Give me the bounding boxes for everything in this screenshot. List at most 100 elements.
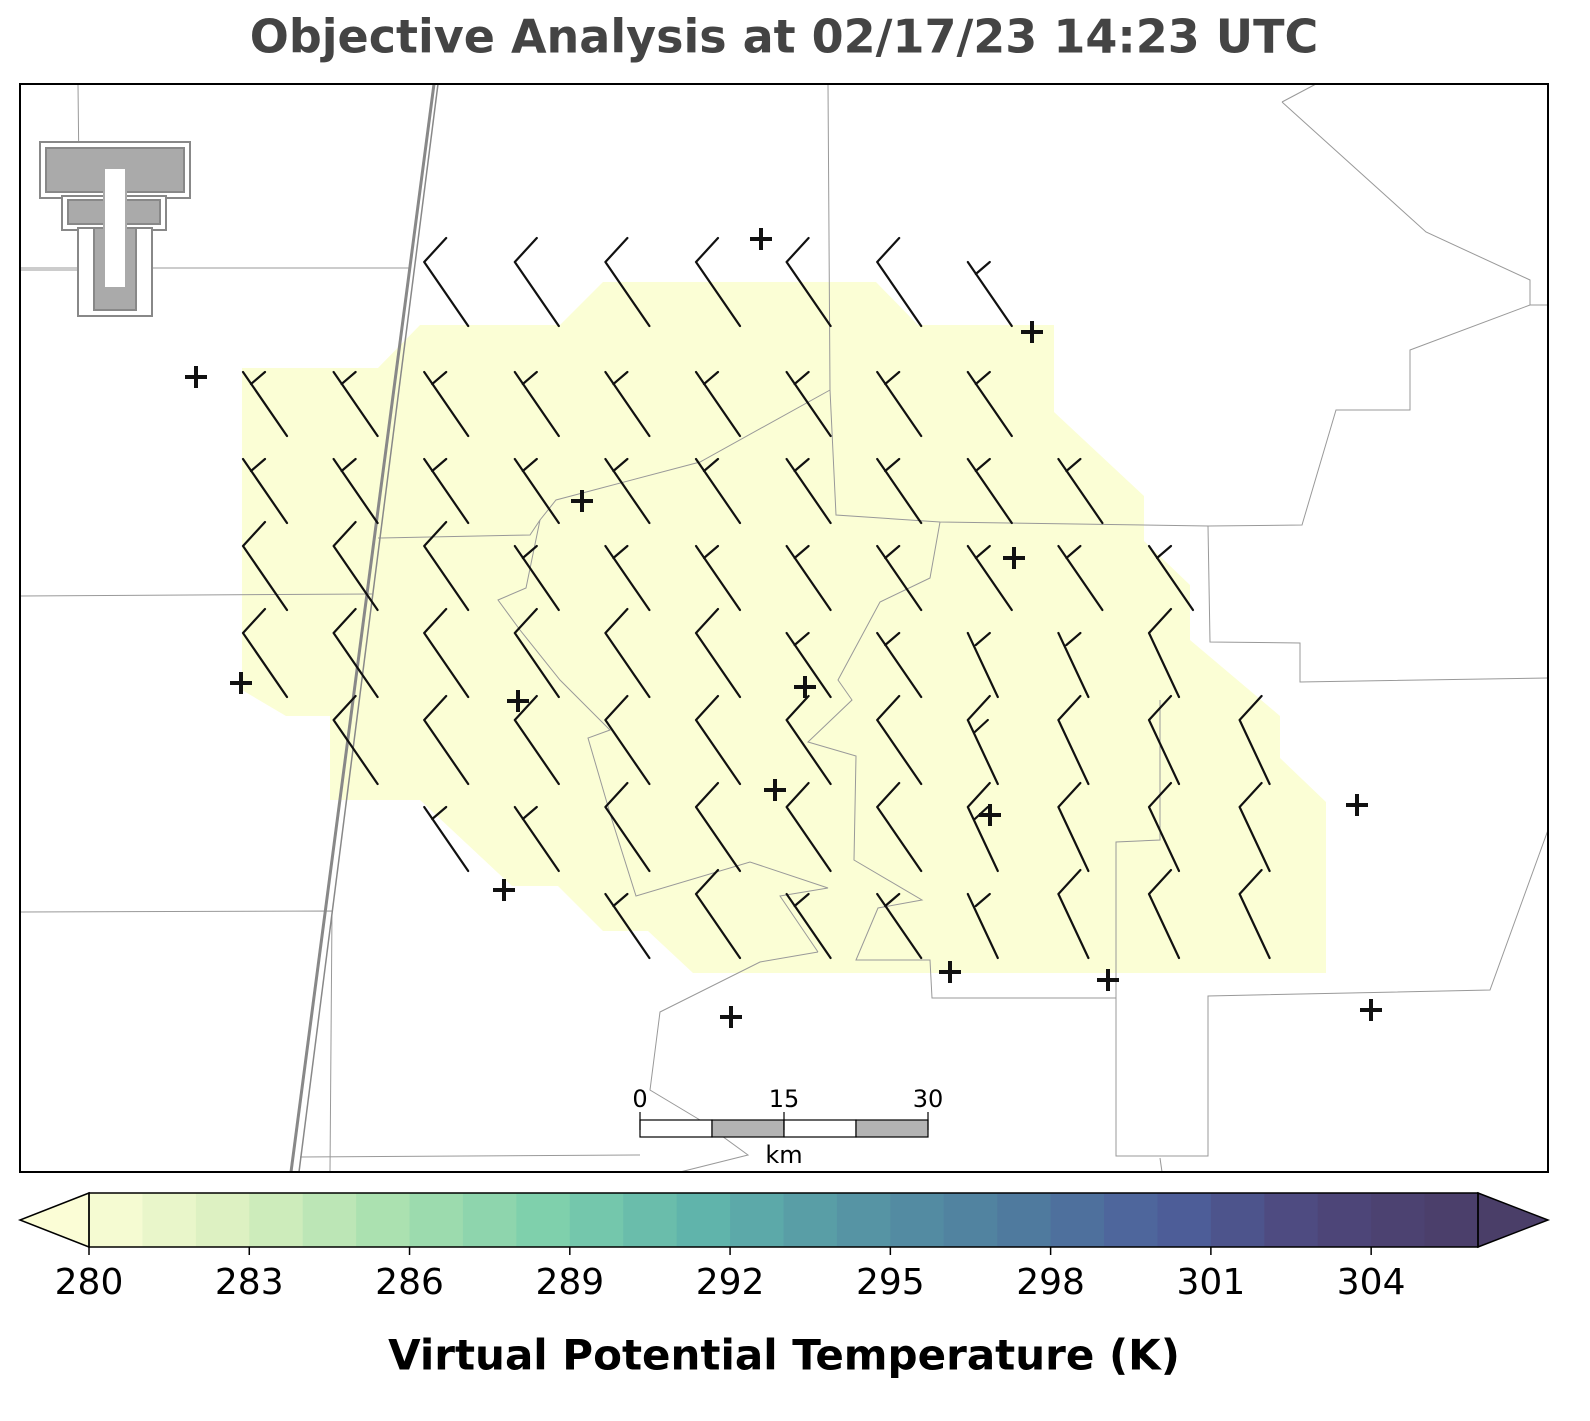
colorbar-segment [1050, 1193, 1105, 1247]
wind-barb [694, 236, 742, 328]
station-marker [939, 961, 961, 983]
wind-barb [1057, 694, 1090, 786]
wind-barb [513, 236, 560, 328]
scale-tick-label: 0 [632, 1085, 647, 1113]
colorbar-segment [1424, 1193, 1479, 1247]
station-marker [1346, 794, 1368, 816]
wind-barb [423, 607, 470, 699]
wind-barb [876, 631, 923, 699]
wind-barb [241, 370, 289, 438]
wind-barb [1057, 457, 1104, 525]
wind-barb [423, 236, 470, 328]
colorbar-segment [623, 1193, 678, 1247]
wind-barb [694, 868, 742, 960]
colorbar-tick-label: 295 [856, 1262, 925, 1303]
colorbar-segment [249, 1193, 304, 1247]
station-marker [1097, 969, 1119, 991]
colorbar-segment [1264, 1193, 1319, 1247]
scale-bar: 0 15 30 km [632, 1085, 943, 1169]
colorbar-segment [1371, 1193, 1426, 1247]
wind-barb [785, 781, 832, 873]
wind-barb [1147, 781, 1181, 873]
wind-barb [876, 694, 923, 786]
wind-barb [604, 236, 651, 328]
wind-barb [876, 457, 923, 525]
colorbar-tick-label: 286 [375, 1262, 444, 1303]
logo [39, 141, 191, 317]
wind-barb [423, 520, 470, 612]
wind-barb [1057, 631, 1090, 699]
station-marker [979, 804, 1001, 826]
wind-barb [1238, 781, 1271, 873]
colorbar-outline [88, 1192, 1479, 1248]
colorbar-segment [997, 1193, 1052, 1247]
wind-barb [785, 694, 832, 786]
wind-barb [604, 457, 651, 525]
station-marker [764, 779, 786, 801]
wind-barb [604, 370, 651, 438]
wind-barb [966, 892, 999, 960]
station-marker [720, 1006, 742, 1028]
wind-barb [513, 544, 560, 612]
wind-barb [1057, 781, 1090, 873]
colorbar-segment [569, 1193, 624, 1247]
colorbar-extend-high [1477, 1191, 1551, 1249]
colorbar-segment [302, 1193, 357, 1247]
wind-barb [694, 694, 742, 786]
scale-segment [783, 1119, 857, 1138]
colorbar-segment [1317, 1193, 1372, 1247]
wind-barb [241, 607, 289, 699]
wind-barb [1147, 694, 1181, 786]
scale-tick-label: 30 [913, 1085, 944, 1113]
station-marker [1360, 999, 1382, 1021]
wind-barb [694, 781, 742, 873]
wind-barb [876, 370, 923, 438]
colorbar-tick-label: 289 [535, 1262, 604, 1303]
scale-segment [711, 1119, 785, 1138]
station-marker [230, 672, 252, 694]
wind-barb [1057, 868, 1090, 960]
wind-barb [966, 694, 999, 786]
wind-barb [966, 370, 1013, 438]
wind-barb [241, 457, 289, 525]
station-marker [493, 879, 515, 901]
station-marker [571, 490, 593, 512]
wind-barb [1147, 868, 1181, 960]
scale-unit: km [765, 1141, 802, 1169]
wind-barb [423, 457, 470, 525]
wind-barb [1057, 544, 1104, 612]
wind-barb [966, 260, 1013, 328]
analysis-field [242, 282, 1326, 973]
wind-barb [966, 457, 1013, 525]
wind-barb [332, 370, 379, 438]
wind-barb [876, 544, 923, 612]
title: Objective Analysis at 02/17/23 14:23 UTC [250, 10, 1319, 64]
colorbar: 280 283 286 289 292 295 298 301 304 [17, 1191, 1551, 1303]
wind-barb [604, 781, 651, 873]
wind-barb [694, 607, 742, 699]
wind-barb [876, 781, 923, 873]
colorbar-segment [1157, 1193, 1212, 1247]
colorbar-tick-label: 283 [215, 1262, 284, 1303]
colorbar-segment [943, 1193, 998, 1247]
colorbar-segment [1104, 1193, 1159, 1247]
colorbar-extend-low [17, 1191, 90, 1249]
scale-tick-label: 15 [769, 1085, 800, 1113]
colorbar-segment [195, 1193, 250, 1247]
scale-segment [855, 1119, 929, 1138]
colorbar-tick-label: 298 [1016, 1262, 1085, 1303]
colorbar-segment [462, 1193, 517, 1247]
wind-barb [513, 457, 560, 525]
wind-barb [241, 520, 289, 612]
wind-barb [694, 457, 742, 525]
colorbar-segment [676, 1193, 731, 1247]
wind-barb [604, 694, 651, 786]
wind-barb [966, 544, 1013, 612]
wind-barb [423, 694, 470, 786]
colorbar-segment [356, 1193, 411, 1247]
colorbar-tick-label: 280 [55, 1262, 124, 1303]
colorbar-segment [89, 1193, 144, 1247]
wind-barb [785, 370, 832, 438]
station-marker [507, 690, 529, 712]
wind-barb [513, 370, 560, 438]
